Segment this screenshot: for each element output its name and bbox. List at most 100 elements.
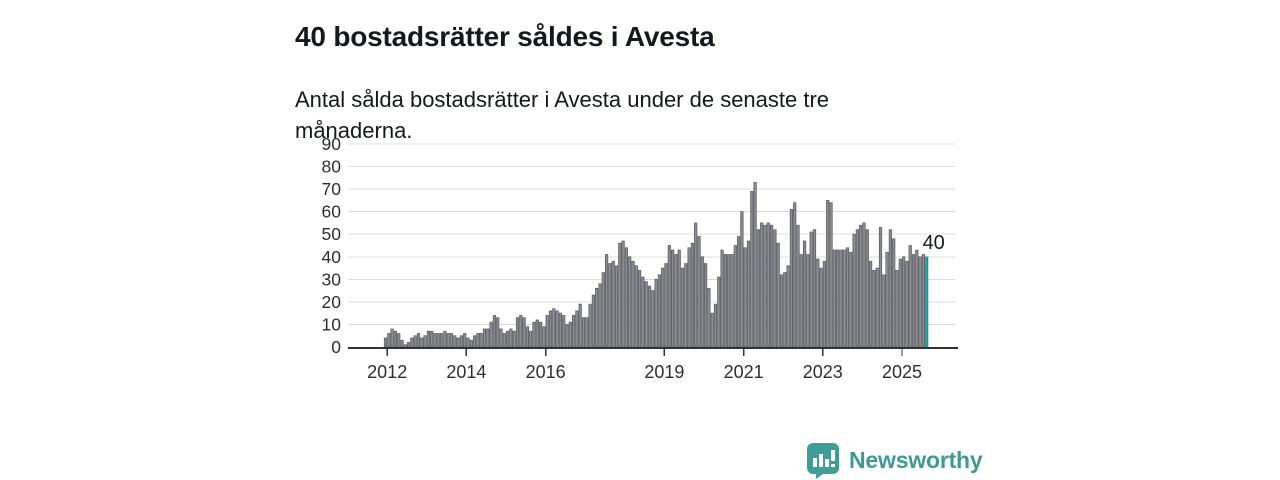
bar (519, 315, 523, 348)
logo-bar-tall (819, 453, 823, 467)
bar (839, 249, 843, 348)
bar (677, 249, 681, 348)
y-tick-label: 70 (322, 179, 342, 199)
x-tick-label: 2016 (526, 362, 566, 382)
bar (588, 303, 592, 348)
bar (571, 315, 576, 348)
bar (740, 211, 744, 348)
highlight-bar (925, 256, 929, 348)
bar (413, 335, 417, 348)
bar (575, 310, 579, 348)
bar (482, 328, 487, 348)
bar (416, 333, 421, 348)
y-tick-label: 0 (331, 337, 341, 357)
bar (473, 335, 477, 348)
bar (882, 274, 886, 348)
bar (760, 222, 764, 348)
bar (700, 256, 704, 348)
bar (895, 269, 899, 348)
bar (403, 344, 407, 348)
bar (430, 330, 434, 348)
bar (502, 333, 506, 348)
bar (852, 233, 856, 348)
bar (661, 267, 665, 348)
bar (868, 260, 873, 348)
bar (710, 312, 714, 348)
bar (773, 229, 777, 348)
bar (707, 288, 711, 348)
bar (723, 254, 728, 348)
bar (585, 317, 589, 348)
bar (905, 260, 909, 348)
bar (865, 229, 869, 348)
bar (826, 200, 830, 348)
y-tick-label: 30 (322, 269, 342, 289)
bar (849, 251, 853, 348)
bar (670, 249, 675, 348)
bar (595, 288, 599, 348)
newsworthy-brand-link[interactable]: Newsworthy (806, 440, 983, 480)
bar (842, 249, 846, 348)
bar (535, 319, 539, 348)
bar (812, 229, 817, 348)
bar (878, 227, 883, 348)
bar (819, 267, 823, 348)
bar (443, 330, 447, 348)
bar (496, 317, 500, 348)
bar (872, 269, 876, 348)
logo-exclamation-dot (831, 463, 835, 467)
bar (512, 330, 516, 348)
y-tick-label: 60 (322, 202, 342, 222)
bar (456, 337, 460, 348)
bar (611, 260, 615, 348)
bar (809, 231, 813, 348)
bar (654, 278, 658, 348)
bar (499, 328, 503, 348)
bar (644, 281, 648, 348)
bar (835, 249, 840, 348)
y-tick-label: 50 (322, 224, 342, 244)
bar (565, 324, 569, 348)
bar (568, 321, 572, 348)
bar (489, 321, 493, 348)
bar (898, 258, 902, 348)
bar (684, 263, 688, 348)
bar (598, 283, 602, 348)
bar (440, 333, 444, 348)
x-tick-label: 2025 (882, 362, 922, 382)
bar (538, 321, 543, 348)
bar (469, 339, 473, 348)
bar (769, 224, 774, 348)
bar (459, 335, 463, 348)
brand-wordmark: Newsworthy (849, 446, 983, 473)
y-tick-label: 20 (322, 292, 342, 312)
chart-subtitle: Antal sålda bostadsrätter i Avesta under… (295, 87, 830, 144)
bar (822, 260, 827, 348)
bar (753, 181, 757, 348)
highlight-value-label: 40 (923, 232, 945, 254)
bar (436, 333, 440, 348)
bar (542, 326, 546, 348)
bar (776, 242, 780, 348)
bar (796, 224, 800, 348)
bar (506, 330, 510, 348)
bar (730, 254, 734, 348)
bar (918, 256, 922, 348)
bar (463, 333, 467, 348)
x-tick-label: 2012 (367, 362, 407, 382)
bar (690, 242, 695, 348)
bar (466, 337, 470, 348)
bar (915, 249, 919, 348)
bar (407, 342, 411, 348)
x-tick-label: 2021 (724, 362, 764, 382)
bar (727, 254, 731, 348)
bar (674, 254, 678, 348)
bar (829, 202, 833, 348)
bar (525, 326, 530, 348)
bar (713, 303, 718, 348)
bar (591, 294, 596, 348)
bar (552, 308, 556, 348)
chart-title: 40 bostadsrätter såldes i Avesta (295, 20, 715, 52)
bar (651, 290, 655, 348)
bar (647, 285, 652, 348)
